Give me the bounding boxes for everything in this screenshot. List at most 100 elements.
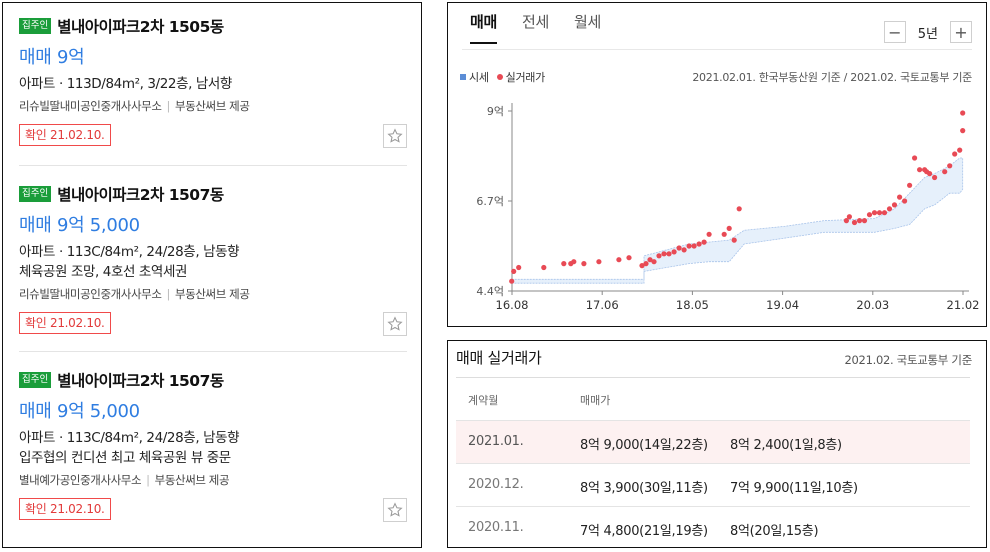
tab-monthly-rent[interactable]: 월세 xyxy=(574,13,602,31)
divider: | xyxy=(166,99,171,113)
transaction-point xyxy=(616,257,622,263)
listing-card[interactable]: 집주인 별내아이파크2차 1505동 매매 9억 아파트 · 113D/84m²… xyxy=(19,15,407,150)
transaction-point xyxy=(851,219,858,226)
transaction-point xyxy=(509,278,515,284)
provider-label: 부동산써브 제공 xyxy=(154,473,230,487)
transaction-point xyxy=(626,255,632,261)
transactions-header: 계약월 매매가 xyxy=(456,377,970,419)
header-price: 매매가 xyxy=(580,394,611,407)
legend-actual: 실거래가 xyxy=(505,71,546,84)
legend-market: 시세 xyxy=(469,71,489,84)
x-tick-label: 19.04 xyxy=(766,298,799,312)
transaction-point xyxy=(886,206,893,212)
favorite-button[interactable] xyxy=(383,312,407,336)
transaction-point xyxy=(639,263,645,269)
transaction-point xyxy=(696,241,702,247)
transaction-point xyxy=(691,243,697,249)
transactions-source: 2021.02. 국토교통부 기준 xyxy=(844,353,973,367)
listing-price: 매매 9억 xyxy=(19,47,85,68)
confirmed-badge: 확인 21.02.10. xyxy=(19,312,111,334)
divider xyxy=(462,49,972,50)
deal-price: 7억 9,900(11일,10층) xyxy=(730,481,858,496)
x-tick-label: 18.05 xyxy=(676,298,709,312)
contract-month: 2020.11. xyxy=(468,520,524,535)
transaction-point xyxy=(897,194,903,200)
transaction-point xyxy=(960,128,966,134)
transaction-point xyxy=(856,218,863,224)
transaction-point xyxy=(651,259,657,265)
price-chart: 4.4억 6.7억 9억 16.08 17.06 18.05 19.04 20.03 21.02 xyxy=(476,103,979,312)
confirmed-badge: 확인 21.02.10. xyxy=(19,498,111,520)
deal-price: 8억 2,400(1일,8층) xyxy=(730,438,842,453)
listing-card[interactable]: 집주인 별내아이파크2차 1507동 매매 9억 5,000 아파트 · 113… xyxy=(19,369,407,524)
listing-title[interactable]: 별내아이파크2차 1507동 xyxy=(57,186,224,204)
divider: | xyxy=(166,287,171,301)
transaction-point xyxy=(927,171,933,177)
deal-price: 8억(20일,15층) xyxy=(730,524,819,539)
transaction-point xyxy=(846,214,852,220)
transaction-point xyxy=(932,174,938,181)
market-price-legend-swatch xyxy=(460,74,466,80)
listing-description: 입주협의 컨디션 최고 체육공원 뷰 중문 xyxy=(19,450,231,466)
transaction-point xyxy=(581,261,587,267)
transaction-point xyxy=(701,239,707,245)
provider-label: 부동산써브 제공 xyxy=(175,99,250,113)
listing-title[interactable]: 별내아이파크2차 1505동 xyxy=(57,18,224,36)
favorite-button[interactable] xyxy=(383,124,407,148)
transaction-point xyxy=(917,167,923,173)
transaction-row: 2020.12. 8억 3,900(30일,11층) 7억 9,900(11일,… xyxy=(456,463,970,506)
owner-badge: 집주인 xyxy=(19,372,52,388)
header-month: 계약월 xyxy=(468,394,499,407)
transaction-point xyxy=(881,210,888,216)
transaction-row: 2020.11. 7억 4,800(21일,19층) 8억(20일,15층) xyxy=(456,506,970,549)
star-icon xyxy=(387,502,403,517)
agency-row: 리슈빌딸내미공인중개사사무소 | 부동산써브 제공 xyxy=(19,98,407,116)
listing-detail: 아파트 · 113C/84m², 24/28층, 남동향 xyxy=(19,244,240,260)
transaction-point xyxy=(902,198,908,204)
transactions-title: 매매 실거래가 xyxy=(456,349,542,367)
transaction-point xyxy=(656,253,662,259)
transaction-point xyxy=(947,163,953,169)
transaction-point xyxy=(912,155,918,161)
divider xyxy=(19,165,407,166)
price-chart-panel: 매매 전세 월세 − 5년 + 시세 실거래가 2021.02.01. 한국부동… xyxy=(447,2,987,327)
agency-name: 별내예가공인중개사사무소 xyxy=(19,473,142,487)
favorite-button[interactable] xyxy=(383,498,407,522)
deal-price: 8억 9,000(14일,22층) xyxy=(580,438,708,453)
transaction-point xyxy=(891,202,898,208)
listing-description: 체육공원 조망, 4호선 초역세권 xyxy=(19,264,187,280)
y-tick-label: 9억 xyxy=(487,105,504,118)
listing-price: 매매 9억 5,000 xyxy=(19,401,140,422)
transaction-point xyxy=(843,218,849,224)
tab-sale[interactable]: 매매 xyxy=(470,11,497,44)
listing-title[interactable]: 별내아이파크2차 1507동 xyxy=(57,372,224,390)
transaction-point xyxy=(942,169,948,175)
transaction-point xyxy=(952,151,958,157)
transaction-point xyxy=(596,259,602,265)
transaction-point xyxy=(736,206,742,212)
transaction-point xyxy=(861,218,868,224)
x-tick-label: 17.06 xyxy=(586,298,619,312)
transaction-point xyxy=(571,259,577,265)
zoom-out-button[interactable]: − xyxy=(883,21,906,43)
listings-panel: 집주인 별내아이파크2차 1505동 매매 9억 아파트 · 113D/84m²… xyxy=(2,2,422,548)
transaction-point xyxy=(676,245,682,251)
owner-badge: 집주인 xyxy=(19,186,52,202)
agency-name: 리슈빌딸내미공인중개사사무소 xyxy=(19,99,162,113)
transaction-point xyxy=(731,237,737,243)
period-control: − 5년 + xyxy=(883,21,972,43)
transaction-point xyxy=(866,212,873,218)
deal-price: 8억 3,900(30일,11층) xyxy=(580,481,708,496)
listing-card[interactable]: 집주인 별내아이파크2차 1507동 매매 9억 5,000 아파트 · 113… xyxy=(19,183,407,338)
trade-type-tabs: 매매 전세 월세 xyxy=(470,11,626,44)
owner-badge: 집주인 xyxy=(19,18,52,34)
transaction-point xyxy=(871,210,878,216)
contract-month: 2020.12. xyxy=(468,477,524,492)
zoom-in-button[interactable]: + xyxy=(950,21,972,43)
transaction-point xyxy=(516,264,522,271)
tab-jeonse[interactable]: 전세 xyxy=(522,13,550,31)
transaction-point xyxy=(541,264,547,271)
chart-source: 2021.02.01. 한국부동산원 기준 / 2021.02. 국토교통부 기… xyxy=(692,71,972,84)
transaction-row: 2021.01. 8억 9,000(14일,22층) 8억 2,400(1일,8… xyxy=(456,420,970,463)
transaction-point xyxy=(726,225,732,231)
